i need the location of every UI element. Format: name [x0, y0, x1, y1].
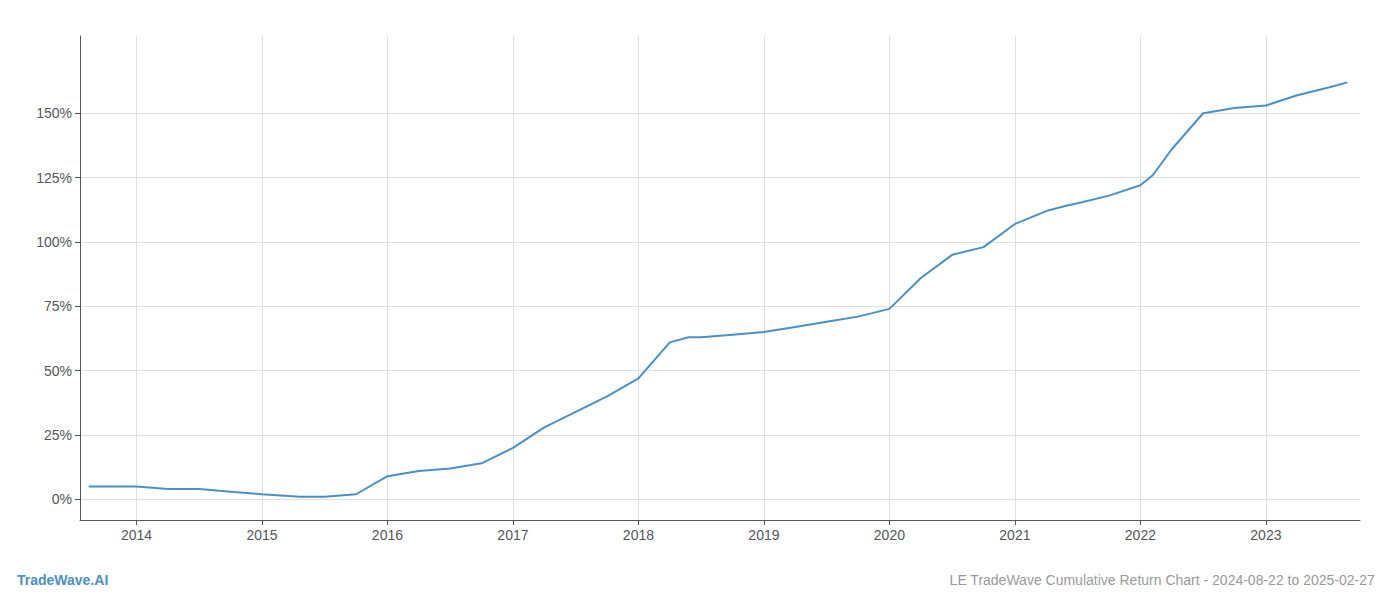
svg-text:125%: 125%: [36, 170, 72, 186]
svg-text:2019: 2019: [748, 527, 779, 543]
svg-text:2021: 2021: [999, 527, 1030, 543]
svg-text:TradeWave.AI: TradeWave.AI: [17, 572, 108, 588]
svg-text:150%: 150%: [36, 105, 72, 121]
svg-text:2015: 2015: [246, 527, 277, 543]
svg-text:2022: 2022: [1125, 527, 1156, 543]
svg-text:100%: 100%: [36, 234, 72, 250]
svg-text:2020: 2020: [874, 527, 905, 543]
svg-text:2018: 2018: [623, 527, 654, 543]
svg-text:2016: 2016: [372, 527, 403, 543]
svg-text:2023: 2023: [1250, 527, 1281, 543]
svg-text:2014: 2014: [121, 527, 152, 543]
svg-text:25%: 25%: [44, 427, 72, 443]
svg-text:50%: 50%: [44, 363, 72, 379]
svg-text:2017: 2017: [497, 527, 528, 543]
svg-text:LE TradeWave Cumulative Return: LE TradeWave Cumulative Return Chart - 2…: [950, 572, 1375, 588]
svg-text:0%: 0%: [52, 491, 72, 507]
svg-text:75%: 75%: [44, 298, 72, 314]
